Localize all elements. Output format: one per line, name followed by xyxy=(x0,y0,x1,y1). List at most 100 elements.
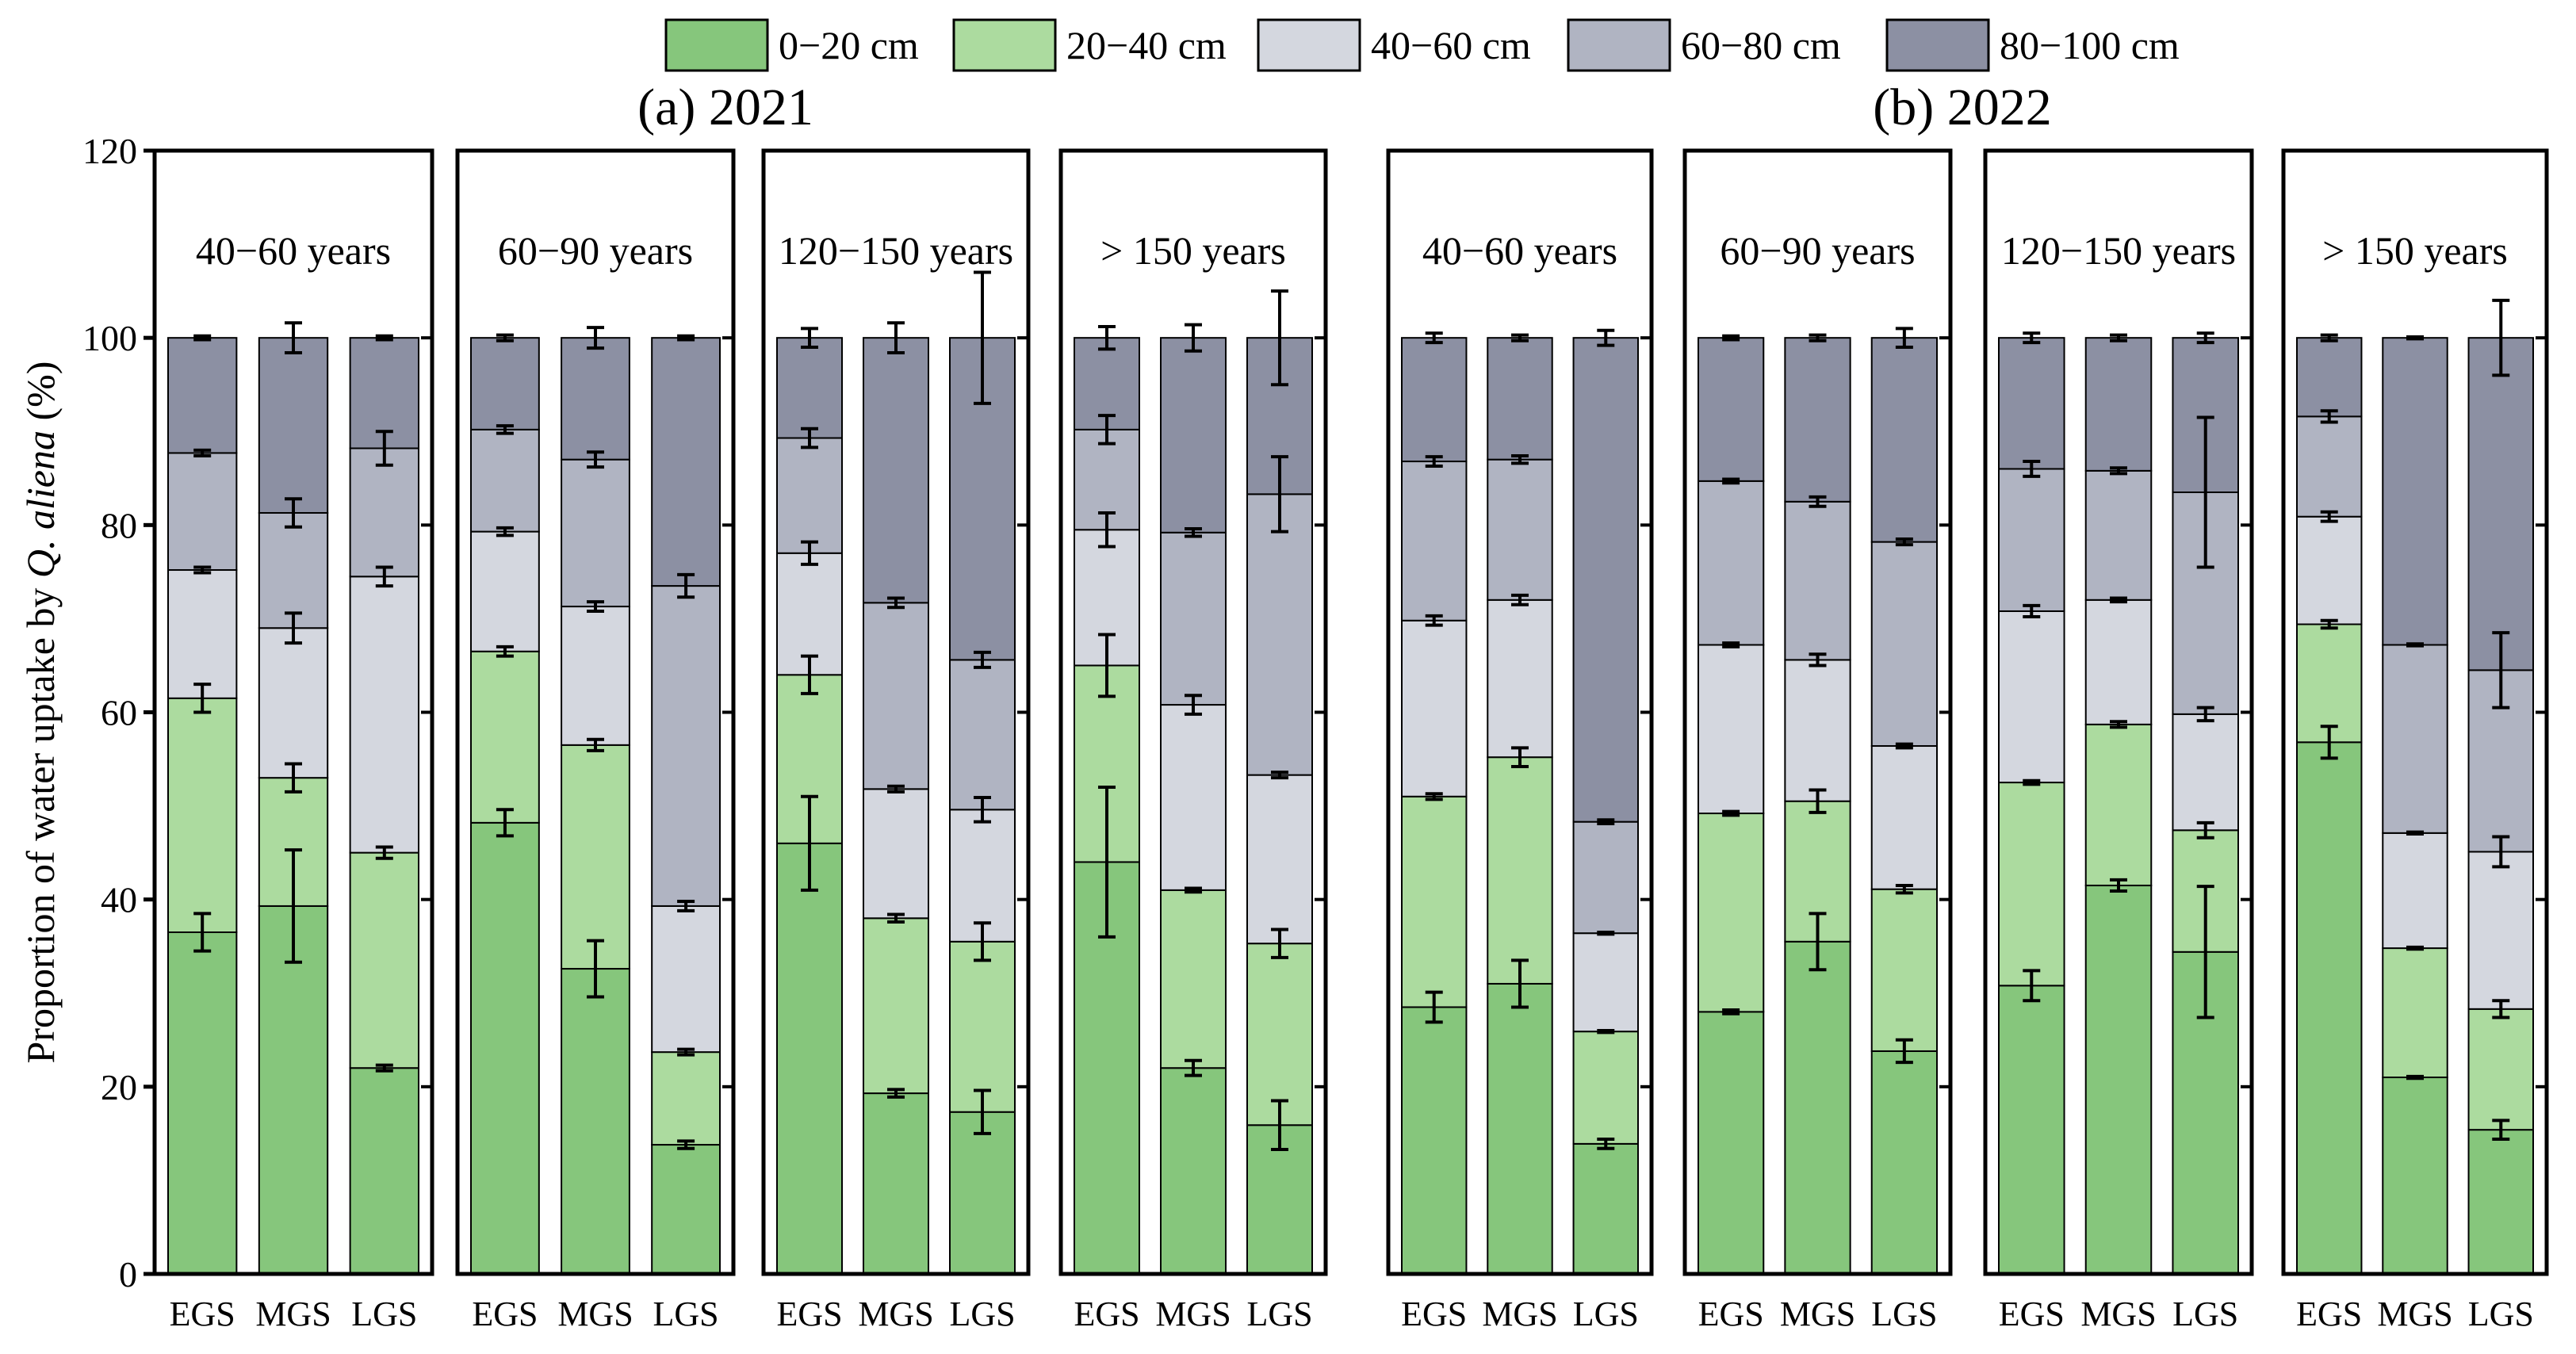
bar-segment xyxy=(1698,644,1765,815)
panel-label: 40−60 years xyxy=(1422,228,1617,273)
bar-segment xyxy=(2467,337,2534,671)
y-axis-label-species: Q. aliena xyxy=(18,430,63,578)
bar-segment xyxy=(470,821,540,1276)
panel-label: > 150 years xyxy=(1100,228,1286,273)
bar-segment xyxy=(1487,982,1553,1275)
bar-segment xyxy=(1998,468,2065,612)
x-tick-label: MGS xyxy=(2080,1295,2156,1333)
x-tick-label: EGS xyxy=(1401,1295,1467,1333)
x-tick-label: MGS xyxy=(2377,1295,2452,1333)
bar-segment xyxy=(1401,461,1468,622)
bar-segment xyxy=(258,627,329,779)
legend-swatch xyxy=(1257,18,1361,72)
bar-segment xyxy=(1870,337,1938,543)
x-tick-label: LGS xyxy=(653,1295,719,1333)
bar-segment xyxy=(1698,1011,1765,1276)
bar-segment xyxy=(167,569,238,699)
bar-segment xyxy=(651,1051,722,1146)
bar-segment xyxy=(349,851,420,1069)
bar-segment xyxy=(1246,943,1313,1126)
x-tick-label: EGS xyxy=(776,1295,842,1333)
bar-segment xyxy=(2084,723,2153,886)
bar-segment xyxy=(1998,782,2065,987)
x-tick-label: LGS xyxy=(949,1295,1015,1333)
panel-label: 120−150 years xyxy=(779,228,1013,273)
bar-segment xyxy=(1698,480,1765,646)
bar-segment xyxy=(651,1144,722,1276)
bar-segment xyxy=(2382,644,2448,834)
bar-segment xyxy=(1998,610,2065,784)
panel-label: 120−150 years xyxy=(2001,228,2236,273)
bar-segment xyxy=(1998,337,2065,470)
bar-segment xyxy=(1784,659,1851,802)
bar-segment xyxy=(651,905,722,1054)
bar-segment xyxy=(1870,541,1938,748)
bar-segment xyxy=(1487,756,1553,985)
x-tick-label: EGS xyxy=(1698,1295,1764,1333)
panel-label: > 150 years xyxy=(2322,228,2508,273)
y-tick-label: 60 xyxy=(101,693,137,733)
bar-segment xyxy=(1998,985,2065,1275)
bar-segment xyxy=(1401,337,1468,463)
bar-segment xyxy=(1870,745,1938,890)
legend-label: 20−40 cm xyxy=(1066,23,1227,67)
legend-label: 0−20 cm xyxy=(779,23,919,67)
bar-segment xyxy=(167,931,238,1276)
bar-segment xyxy=(863,917,929,1095)
bar-segment xyxy=(1784,940,1851,1276)
bar-segment xyxy=(1698,337,1765,482)
bar-segment xyxy=(1246,493,1313,776)
panel-label: 60−90 years xyxy=(1720,228,1915,273)
bar-segment xyxy=(1870,1050,1938,1275)
bar-segment xyxy=(1160,704,1227,891)
bar-segment xyxy=(1572,932,1639,1033)
bar-segment xyxy=(2296,337,2363,418)
bar-segment xyxy=(167,337,238,454)
x-tick-label: MGS xyxy=(255,1295,331,1333)
y-tick-label: 0 xyxy=(119,1254,137,1295)
bar-segment xyxy=(949,659,1016,811)
x-tick-label: EGS xyxy=(1999,1295,2065,1333)
bar-segment xyxy=(776,437,843,554)
bar-segment xyxy=(1784,500,1851,661)
bar-segment xyxy=(2084,337,2153,472)
bar-segment xyxy=(167,697,238,933)
x-tick-label: MGS xyxy=(858,1295,933,1333)
bar-segment xyxy=(1160,531,1227,706)
bar-segment xyxy=(1401,619,1468,797)
bar-segment xyxy=(561,968,630,1275)
bar-segment xyxy=(561,606,630,746)
panel-label: 60−90 years xyxy=(498,228,693,273)
y-axis-label: Proportion of water uptake by Q. aliena … xyxy=(18,361,63,1064)
bar-segment xyxy=(776,842,843,1275)
legend-swatch xyxy=(1567,18,1671,72)
x-tick-label: LGS xyxy=(2172,1295,2238,1333)
bar-segment xyxy=(167,452,238,572)
legend-swatch xyxy=(664,18,769,72)
x-tick-label: EGS xyxy=(2296,1295,2362,1333)
panel-label: 40−60 years xyxy=(196,228,391,273)
bar-segment xyxy=(2382,1077,2448,1276)
bar-segment xyxy=(2172,713,2240,832)
x-tick-label: LGS xyxy=(2468,1295,2534,1333)
y-tick-label: 20 xyxy=(101,1067,137,1107)
x-tick-label: MGS xyxy=(1780,1295,1855,1333)
bar-segment xyxy=(2382,832,2448,950)
bar-segment xyxy=(2382,337,2448,646)
bar-segment xyxy=(2467,851,2534,1010)
x-tick-label: LGS xyxy=(1246,1295,1312,1333)
bar-segment xyxy=(1572,1142,1639,1275)
bar-segment xyxy=(349,576,420,854)
bar-segment xyxy=(1572,820,1639,935)
bar-segment xyxy=(2296,623,2363,744)
bar-segment xyxy=(470,337,540,430)
group-title: (a) 2021 xyxy=(637,78,813,136)
bar-segment xyxy=(1870,888,1938,1052)
bar-segment xyxy=(2296,515,2363,625)
y-axis-label-prefix: Proportion of water uptake by xyxy=(18,578,63,1063)
legend-label: 80−100 cm xyxy=(2000,23,2180,67)
bar-segment xyxy=(1160,889,1227,1069)
bar-segment xyxy=(1246,774,1313,945)
